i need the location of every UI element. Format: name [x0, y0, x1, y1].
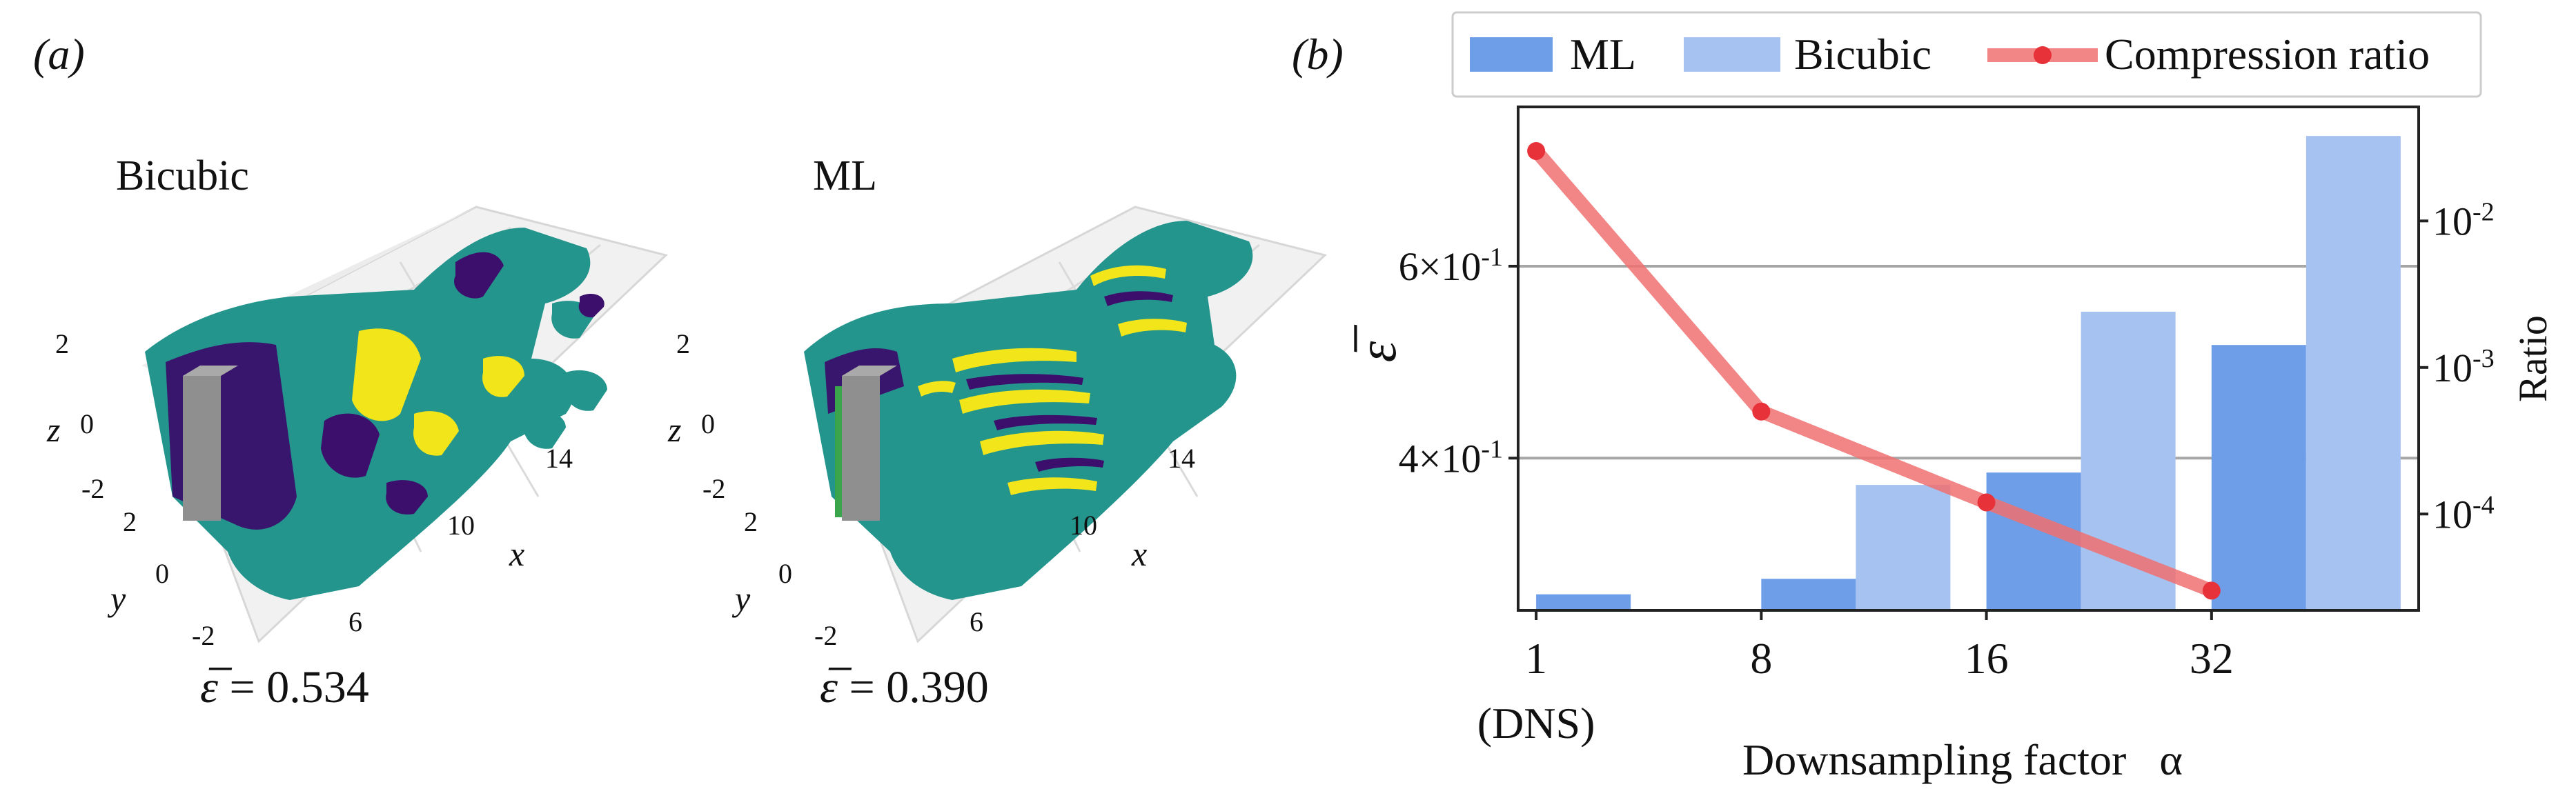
x-tick: 10: [447, 510, 475, 541]
compression-ratio-point-1: [1527, 141, 1546, 160]
plot-frame: [1517, 106, 2420, 612]
y-tick-label: 4×10-1: [1399, 435, 1503, 481]
legend-label-ratio: Compression ratio: [2105, 30, 2430, 79]
legend-swatch-bicubic: [1684, 37, 1780, 72]
y-tick-mantissa: 4×10: [1399, 436, 1482, 481]
y-axis-label: y: [731, 579, 751, 618]
legend-marker-ratio: [2034, 46, 2052, 64]
x-tick: 14: [545, 443, 573, 474]
x-tick-sublabel: (DNS): [1477, 699, 1595, 748]
x-tick: 6: [348, 606, 362, 637]
y-tick: 0: [155, 558, 169, 589]
panel-b-label: (b): [1292, 30, 1344, 79]
y2-tick-exponent: -4: [2472, 490, 2495, 519]
y-axis-label: y: [107, 579, 126, 618]
bar-ml-1: [1536, 594, 1631, 610]
chart-plot-area: [1517, 106, 2420, 612]
y-tick: -2: [192, 620, 215, 651]
bar-ml-16: [1986, 472, 2081, 610]
y2-tick-base: 10: [2432, 492, 2472, 537]
bar-bicubic-8: [1856, 485, 1951, 610]
y-tick-exponent: -1: [1481, 435, 1503, 463]
legend-box: [1451, 11, 2482, 98]
x-tick-label: 16: [1965, 634, 2009, 683]
x-tick: 14: [1168, 443, 1195, 474]
bar-ml-32: [2211, 345, 2306, 610]
wake-surface: [804, 221, 1253, 600]
z-tick: -2: [81, 473, 104, 504]
wake-surface: [145, 228, 607, 600]
compression-ratio-point-32: [2202, 581, 2221, 600]
bar-bicubic-32: [2305, 136, 2401, 610]
x-tick-label: 32: [2190, 634, 2234, 683]
bar-ml-8: [1761, 579, 1856, 610]
yellow-streaks: [918, 265, 1187, 495]
compression-ratio-line: [1531, 146, 2214, 597]
y2-tick-label: 10-3: [2432, 344, 2495, 390]
y-tick: 2: [123, 506, 137, 537]
y-tick: -2: [814, 620, 837, 651]
y-tick-mantissa: 6×10: [1399, 244, 1482, 289]
y-axis-left: 4×10-1 6×10-1 ε̅: [1347, 243, 1518, 481]
epsilon-number: = 0.390: [838, 662, 989, 712]
y-tick-label: 6×10-1: [1399, 243, 1503, 289]
y-axis-label: ε̅: [1347, 325, 1407, 363]
plot3d-ml: ML: [667, 152, 1328, 712]
panel-a-label: (a): [33, 30, 85, 79]
y-tick: 2: [744, 506, 758, 537]
epsilon-value-bicubic: ε̅ = 0.534: [200, 662, 369, 712]
epsilon-value-ml: ε̅ = 0.390: [820, 662, 989, 712]
legend-swatch-ml: [1470, 37, 1553, 72]
y2-tick-label: 10-4: [2432, 490, 2495, 537]
z-axis-label: z: [667, 410, 681, 449]
y2-tick-exponent: -3: [2472, 344, 2495, 373]
y2-tick-label: 10-2: [2432, 197, 2495, 243]
x-tick-label: 8: [1750, 634, 1772, 683]
x-axis-label: x: [509, 535, 524, 573]
z-tick: 0: [701, 408, 715, 439]
z-tick: 2: [55, 328, 69, 359]
y-axis-right: 10-4 10-3 10-2 Ratio: [2419, 197, 2555, 537]
plot-title-ml: ML: [813, 152, 877, 199]
legend-label-bicubic: Bicubic: [1794, 30, 1931, 79]
plot-title-bicubic: Bicubic: [116, 152, 249, 199]
x-axis-label: x: [1131, 535, 1147, 573]
x-axis-label: Downsampling factor α: [1742, 735, 2183, 784]
purple-streaks: [966, 291, 1173, 472]
x-tick: 10: [1070, 510, 1097, 541]
x-tick: 6: [970, 606, 983, 637]
y-tick-exponent: -1: [1481, 243, 1503, 272]
y2-tick-base: 10: [2432, 346, 2472, 390]
y2-tick-exponent: -2: [2472, 197, 2495, 226]
compression-ratio-point-8: [1752, 402, 1771, 421]
legend: ML Bicubic Compression ratio: [1451, 11, 2482, 98]
x-tick-label: 1: [1525, 634, 1547, 683]
y-tick: 0: [778, 558, 792, 589]
z-tick: -2: [702, 473, 725, 504]
legend-label-ml: ML: [1570, 30, 1636, 79]
plot3d-bicubic: Bicubic: [46, 152, 669, 712]
z-axis-label: z: [46, 410, 60, 449]
z-tick: 0: [80, 408, 94, 439]
epsilon-number: = 0.534: [218, 662, 369, 712]
z-tick: 2: [676, 328, 690, 359]
y2-axis-label: Ratio: [2510, 315, 2555, 402]
x-axis: Downsampling factor α 1 (DNS) 8 16 32: [1477, 610, 2234, 784]
y2-tick-base: 10: [2432, 199, 2472, 243]
compression-ratio-point-16: [1977, 493, 1996, 512]
